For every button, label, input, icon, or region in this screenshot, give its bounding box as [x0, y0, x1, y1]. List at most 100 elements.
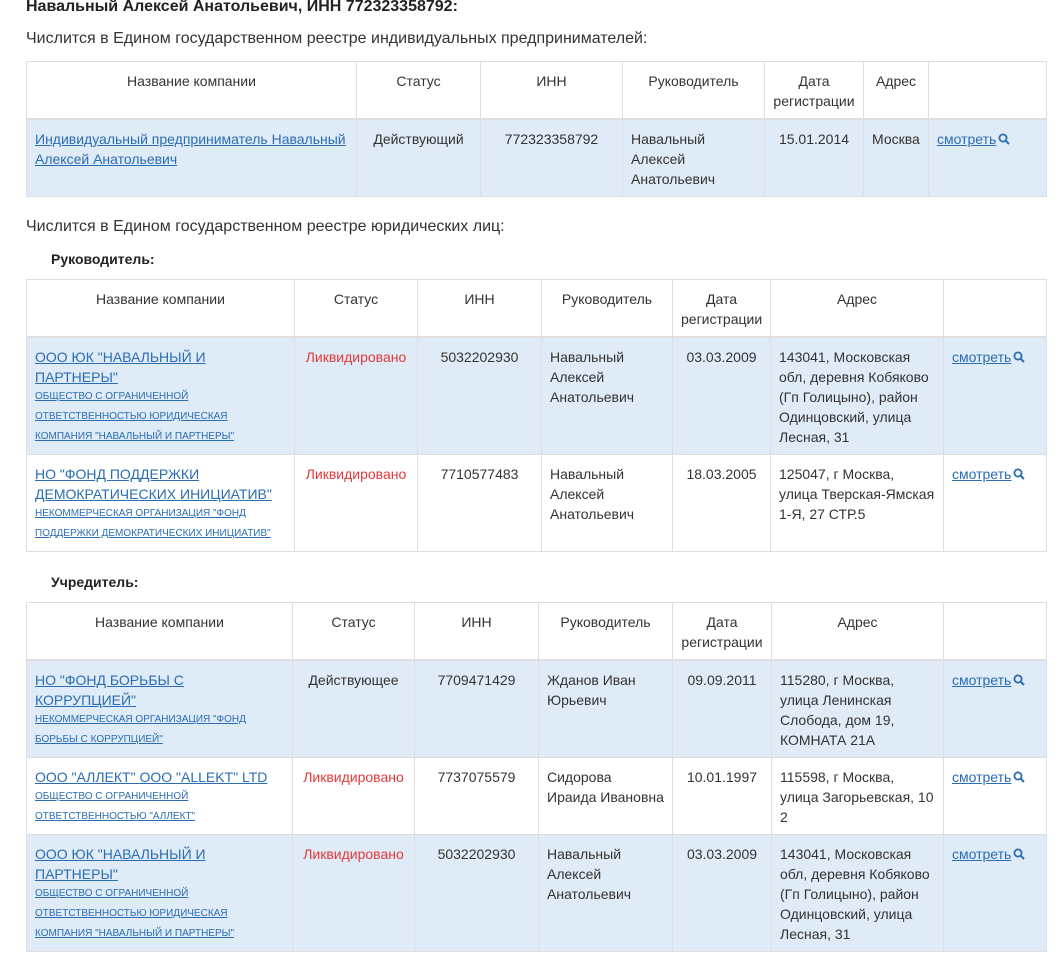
col-header-date: Дата регистрации: [764, 61, 864, 120]
table-header-row: Название компании Статус ИНН Руководител…: [26, 61, 1047, 120]
address-cell: 115280, г Москва, улица Ленинская Слобод…: [771, 659, 944, 758]
col-header-name: Название компании: [26, 279, 295, 338]
company-full-name-link[interactable]: некоммерческая организация "фонд борьбы …: [35, 714, 246, 745]
address-cell: 143041, Московская обл, деревня Кобяково…: [770, 336, 944, 455]
table-row: ООО ЮК "НАВАЛЬНЫЙ И ПАРТНЕРЫ" общество с…: [26, 336, 1047, 455]
col-header-head: Руководитель: [541, 279, 673, 338]
head-cell: Навальный Алексей Анатольевич: [541, 336, 673, 455]
table-row: ООО "АЛЛЕКТ" ООО "ALLEKT" LTD общество с…: [26, 757, 1047, 835]
ip-table: Название компании Статус ИНН Руководител…: [26, 61, 1047, 197]
company-cell: Индивидуальный предприниматель Навальный…: [26, 118, 357, 197]
view-link[interactable]: смотреть: [952, 349, 1026, 365]
company-full-name-link[interactable]: некоммерческая организация "фонд поддерж…: [35, 508, 271, 539]
date-cell: 09.09.2011: [672, 659, 772, 758]
view-link[interactable]: смотреть: [937, 131, 1011, 147]
company-cell: ООО "АЛЛЕКТ" ООО "ALLEKT" LTD общество с…: [26, 757, 293, 835]
action-cell: смотреть: [943, 454, 1047, 552]
view-link[interactable]: смотреть: [952, 672, 1026, 688]
company-link[interactable]: ООО "АЛЛЕКТ" ООО "ALLEKT" LTD: [35, 769, 268, 785]
col-header-address: Адрес: [770, 279, 944, 338]
date-cell: 15.01.2014: [764, 118, 864, 197]
table-header-row: Название компании Статус ИНН Руководител…: [26, 602, 1047, 661]
inn-cell: 5032202930: [414, 834, 539, 952]
col-header-inn: ИНН: [417, 279, 542, 338]
col-header-head: Руководитель: [538, 602, 673, 661]
action-cell: смотреть: [943, 757, 1047, 835]
company-full-name-link[interactable]: общество с ограниченной ответственностью…: [35, 791, 196, 822]
action-cell: смотреть: [943, 336, 1047, 455]
view-link[interactable]: смотреть: [952, 769, 1026, 785]
col-header-action: [928, 61, 1047, 120]
col-header-action: [943, 279, 1047, 338]
inn-cell: 7710577483: [417, 454, 542, 552]
date-cell: 18.03.2005: [672, 454, 771, 552]
col-header-head: Руководитель: [622, 61, 765, 120]
date-cell: 10.01.1997: [672, 757, 772, 835]
address-cell: 143041, Московская обл, деревня Кобяково…: [771, 834, 944, 952]
col-header-action: [943, 602, 1047, 661]
view-link[interactable]: смотреть: [952, 846, 1026, 862]
status-cell: Ликвидировано: [294, 336, 418, 455]
company-cell: НО "ФОНД ПОДДЕРЖКИ ДЕМОКРАТИЧЕСКИХ ИНИЦИ…: [26, 454, 295, 552]
search-icon: [1013, 468, 1026, 480]
table-row: НО "ФОНД БОРЬБЫ С КОРРУПЦИЕЙ" некоммерче…: [26, 659, 1047, 758]
col-header-name: Название компании: [26, 602, 293, 661]
col-header-address: Адрес: [863, 61, 929, 120]
action-cell: смотреть: [928, 118, 1047, 197]
search-icon: [1013, 771, 1026, 783]
col-header-date: Дата регистрации: [672, 602, 772, 661]
col-header-inn: ИНН: [480, 61, 623, 120]
inn-cell: 7709471429: [414, 659, 539, 758]
company-link[interactable]: НО "ФОНД БОРЬБЫ С КОРРУПЦИЕЙ": [35, 672, 184, 708]
company-link[interactable]: Индивидуальный предприниматель Навальный…: [35, 131, 346, 167]
table-row: НО "ФОНД ПОДДЕРЖКИ ДЕМОКРАТИЧЕСКИХ ИНИЦИ…: [26, 454, 1047, 552]
ip-section-intro: Числится в Едином государственном реестр…: [26, 30, 648, 47]
col-header-status: Статус: [292, 602, 415, 661]
table-header-row: Название компании Статус ИНН Руководител…: [26, 279, 1047, 338]
head-cell: Навальный Алексей Анатольевич: [538, 834, 673, 952]
action-cell: смотреть: [943, 659, 1047, 758]
action-cell: смотреть: [943, 834, 1047, 952]
table-row: ООО ЮК "НАВАЛЬНЫЙ И ПАРТНЕРЫ" общество с…: [26, 834, 1047, 952]
ul-section-intro: Числится в Едином государственном реестр…: [26, 218, 505, 235]
manager-label: Руководитель:: [51, 251, 155, 267]
company-link[interactable]: ООО ЮК "НАВАЛЬНЫЙ И ПАРТНЕРЫ": [35, 846, 206, 882]
company-full-name-link[interactable]: общество с ограниченной ответственностью…: [35, 391, 235, 442]
company-full-name-link[interactable]: общество с ограниченной ответственностью…: [35, 888, 235, 939]
founder-table: Название компании Статус ИНН Руководител…: [26, 602, 1047, 952]
col-header-inn: ИНН: [414, 602, 539, 661]
table-row: Индивидуальный предприниматель Навальный…: [26, 118, 1047, 197]
address-cell: Москва: [863, 118, 929, 197]
head-cell: Навальный Алексей Анатольевич: [622, 118, 765, 197]
search-icon: [998, 133, 1011, 145]
status-cell: Ликвидировано: [294, 454, 418, 552]
status-cell: Ликвидировано: [292, 834, 415, 952]
address-cell: 125047, г Москва, улица Тверская-Ямская …: [770, 454, 944, 552]
company-link[interactable]: ООО ЮК "НАВАЛЬНЫЙ И ПАРТНЕРЫ": [35, 349, 206, 385]
date-cell: 03.03.2009: [672, 834, 772, 952]
head-cell: Жданов Иван Юрьевич: [538, 659, 673, 758]
search-icon: [1013, 351, 1026, 363]
date-cell: 03.03.2009: [672, 336, 771, 455]
inn-cell: 7737075579: [414, 757, 539, 835]
search-icon: [1013, 848, 1026, 860]
view-link[interactable]: смотреть: [952, 466, 1026, 482]
page-title: Навальный Алексей Анатольевич, ИНН 77232…: [26, 0, 458, 15]
company-link[interactable]: НО "ФОНД ПОДДЕРЖКИ ДЕМОКРАТИЧЕСКИХ ИНИЦИ…: [35, 466, 272, 502]
col-header-status: Статус: [356, 61, 481, 120]
col-header-name: Название компании: [26, 61, 357, 120]
col-header-address: Адрес: [771, 602, 944, 661]
company-cell: ООО ЮК "НАВАЛЬНЫЙ И ПАРТНЕРЫ" общество с…: [26, 336, 295, 455]
status-cell: Действующий: [356, 118, 481, 197]
inn-cell: 5032202930: [417, 336, 542, 455]
company-cell: ООО ЮК "НАВАЛЬНЫЙ И ПАРТНЕРЫ" общество с…: [26, 834, 293, 952]
status-cell: Действующее: [292, 659, 415, 758]
head-cell: Сидорова Ираида Ивановна: [538, 757, 673, 835]
head-cell: Навальный Алексей Анатольевич: [541, 454, 673, 552]
manager-table: Название компании Статус ИНН Руководител…: [26, 279, 1047, 552]
inn-cell: 772323358792: [480, 118, 623, 197]
company-cell: НО "ФОНД БОРЬБЫ С КОРРУПЦИЕЙ" некоммерче…: [26, 659, 293, 758]
founder-label: Учредитель:: [51, 574, 139, 590]
status-cell: Ликвидировано: [292, 757, 415, 835]
col-header-status: Статус: [294, 279, 418, 338]
